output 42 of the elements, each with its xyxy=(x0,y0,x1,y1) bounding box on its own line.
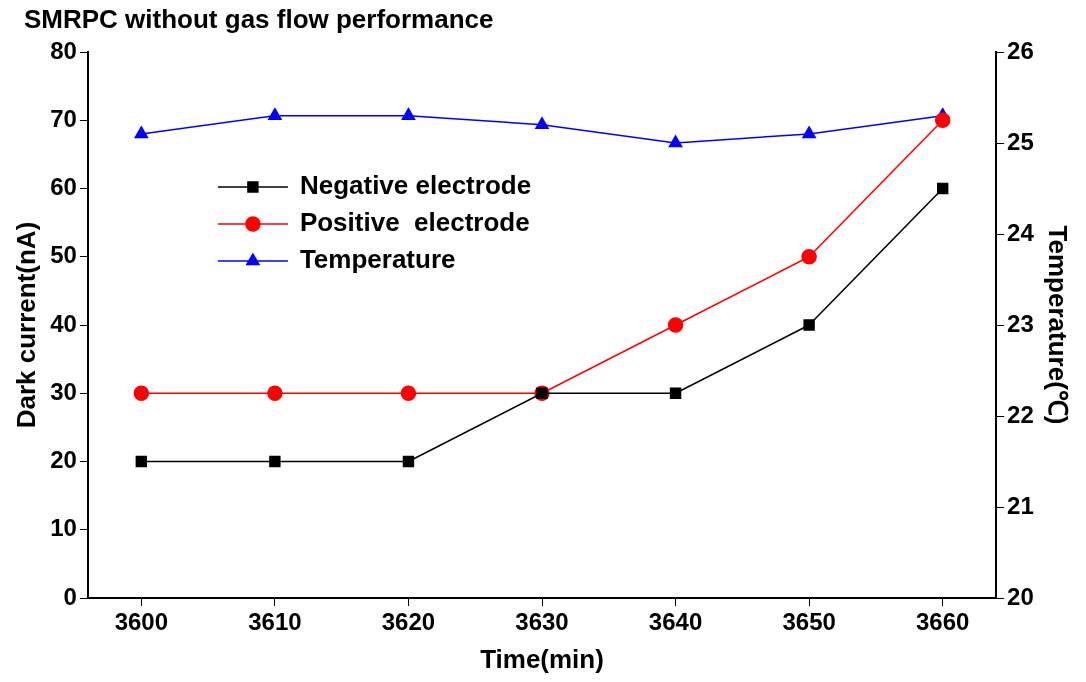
y-tick-label: 70 xyxy=(50,104,77,132)
y-tick-label: 10 xyxy=(50,514,77,542)
y-tick-label: 30 xyxy=(50,377,77,405)
legend-label: Negative electrode xyxy=(299,170,532,201)
y-tick-label: 50 xyxy=(50,241,77,269)
x-tick-label: 3650 xyxy=(782,608,836,636)
point xyxy=(267,385,283,401)
point xyxy=(269,455,281,468)
y2-tick-label: 20 xyxy=(1007,582,1034,610)
y-tick-label: 40 xyxy=(50,309,77,337)
chart-title: SMRPC without gas flow performance xyxy=(24,4,494,35)
y-tick-label: 80 xyxy=(50,36,77,64)
point xyxy=(803,319,815,331)
point xyxy=(135,455,148,468)
point xyxy=(400,385,417,401)
y-axis-title: Dark current(nA) xyxy=(10,221,41,429)
x-tick-label: 3640 xyxy=(648,608,703,636)
legend-label: Temperature xyxy=(299,244,456,275)
point xyxy=(934,112,951,128)
x-tick-label: 3630 xyxy=(515,608,569,636)
point xyxy=(133,385,150,401)
y2-axis-title: Temperature(℃) xyxy=(1043,225,1074,425)
x-tick-label: 3610 xyxy=(248,608,302,636)
x-tick-label: 3600 xyxy=(114,608,169,636)
point xyxy=(667,317,684,333)
point xyxy=(801,249,817,265)
y-tick-label: 60 xyxy=(50,173,77,201)
y2-tick-label: 23 xyxy=(1007,309,1034,337)
y2-tick-label: 24 xyxy=(1007,218,1035,246)
y-tick-label: 20 xyxy=(50,446,77,474)
y2-tick-label: 21 xyxy=(1007,491,1034,519)
x-tick-label: 3660 xyxy=(915,608,970,636)
x-tick-label: 3620 xyxy=(381,608,436,636)
x-axis-title: Time(min) xyxy=(480,643,604,674)
y2-tick-label: 22 xyxy=(1007,400,1034,428)
point xyxy=(936,182,949,195)
point xyxy=(669,387,682,399)
y2-tick-label: 25 xyxy=(1007,127,1034,155)
y2-tick-label: 26 xyxy=(1007,36,1034,64)
y-tick-label: 0 xyxy=(63,582,77,610)
legend-label: Positive electrode xyxy=(299,207,530,238)
point xyxy=(402,455,415,468)
